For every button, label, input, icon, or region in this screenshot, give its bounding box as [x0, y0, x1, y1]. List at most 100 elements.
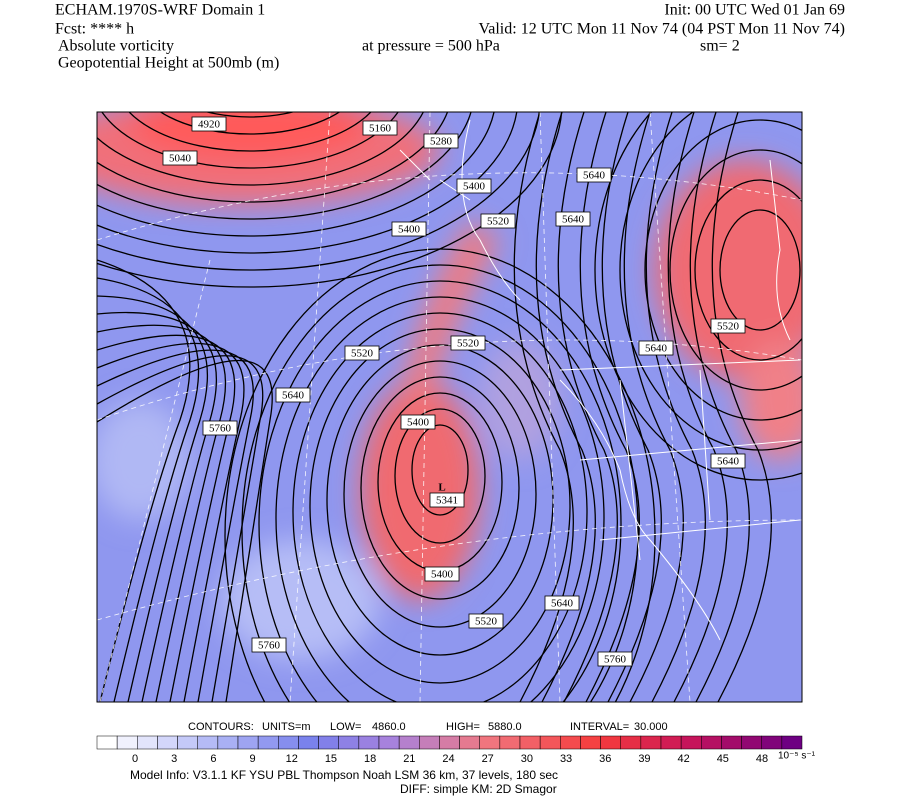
contour	[97, 259, 191, 702]
colorbar-tick-label: 6	[210, 753, 216, 765]
contour-label: 5640	[562, 214, 585, 226]
colorbar-swatch	[459, 735, 480, 750]
colorbar-swatch	[701, 735, 722, 750]
colorbar-swatch	[620, 735, 642, 750]
contour	[644, 119, 802, 421]
contour-label: 5400	[431, 569, 454, 581]
vorticity-shading	[97, 112, 802, 660]
colorbar-swatch	[580, 735, 601, 750]
low-box	[429, 492, 465, 508]
colorbar-swatch	[600, 735, 621, 750]
contour	[667, 112, 728, 702]
title: ECHAM.1970S-WRF Domain 1	[55, 2, 265, 19]
colorbar-swatch	[761, 735, 783, 750]
contour-label: 5640	[583, 170, 606, 182]
contour	[97, 324, 227, 702]
colorbar-swatch	[338, 735, 360, 750]
contour-label-box	[275, 387, 311, 403]
contour-label: 5640	[551, 598, 574, 610]
colorbar-swatch	[318, 735, 339, 750]
colorbar-swatch	[640, 735, 662, 750]
contour	[309, 328, 571, 684]
contour	[292, 312, 588, 702]
lat-lon-grid	[97, 112, 802, 702]
contour	[97, 112, 563, 288]
contour	[258, 280, 622, 702]
contour	[275, 296, 605, 702]
contour-label-box	[450, 335, 486, 351]
contour	[241, 264, 639, 702]
colorbar-tick-label: 27	[482, 753, 494, 765]
valid-time: Valid: 12 UTC Mon 11 Nov 74 (04 PST Mon …	[478, 21, 845, 38]
colorbar: 0 3 6 9 12 15 18 21 24 27 30 33 36 39 42 45 48 10⁻⁵ s⁻¹	[96, 735, 816, 765]
colorbar-swatch	[660, 735, 682, 750]
colorbar-swatch	[157, 735, 178, 750]
pressure-level: at pressure = 500 hPa	[362, 38, 500, 55]
field-name: Absolute vorticity	[58, 38, 174, 55]
colorbar-tick-label: 18	[364, 753, 376, 765]
contour	[97, 311, 218, 702]
contour-info-high-label: HIGH=	[446, 721, 480, 733]
contour	[97, 355, 264, 702]
colorbar-tick-label: 39	[638, 753, 650, 765]
contour	[623, 112, 684, 702]
contour	[343, 360, 537, 628]
colorbar-tick-label: 21	[403, 753, 415, 765]
contour-info-low: 4860.0	[372, 721, 406, 733]
contour-label-box	[710, 453, 746, 469]
contour-info: CONTOURS: UNITS=m LOW= 4860.0 HIGH= 5880.0 INT…	[188, 721, 668, 733]
contour-label: 4920	[198, 119, 221, 131]
contour	[689, 112, 750, 702]
contour-label-box	[423, 133, 459, 149]
colorbar-swatch	[781, 735, 803, 750]
colorbar-swatch	[197, 735, 219, 750]
colorbar-swatch	[539, 735, 561, 750]
contour-label: 5760	[258, 640, 281, 652]
contour-label: 5760	[209, 423, 232, 435]
contour-info-label: CONTOURS:	[188, 721, 254, 733]
contour-label: 5640	[717, 456, 740, 468]
colorbar-tick-label: 33	[560, 753, 572, 765]
diff-info: DIFF: simple KM: 2D Smagor	[400, 782, 557, 796]
colorbar-tick-label: 36	[599, 753, 611, 765]
contour	[619, 112, 802, 451]
contour-labels: 4920 5160 5040 5280 5400 5640 5520 5640 5400 5520…	[162, 116, 746, 667]
contour-label-box	[576, 167, 612, 183]
colorbar-tick-label: 45	[717, 753, 729, 765]
colorbar-swatch	[560, 735, 581, 750]
contour	[97, 342, 245, 702]
colorbar-swatch	[378, 735, 400, 750]
contour	[97, 334, 236, 702]
contour-label-box	[555, 211, 591, 227]
colorbar-swatch	[278, 735, 299, 750]
colorbar-swatch	[680, 735, 702, 750]
contour-label-box	[191, 116, 227, 132]
contour-label-box	[400, 414, 436, 430]
init-time: Init: 00 UTC Wed 01 Jan 69	[664, 2, 845, 19]
contour	[535, 112, 596, 702]
contour	[97, 295, 208, 702]
contour-label: 5280	[430, 136, 453, 148]
contour	[97, 112, 425, 186]
contour	[394, 408, 486, 544]
colorbar-tick-label: 9	[250, 753, 256, 765]
contour-label: 5160	[369, 123, 392, 135]
contour-label-box	[162, 150, 198, 166]
contour-info-interval: 30.000	[634, 721, 668, 733]
contour	[101, 112, 399, 169]
boundaries	[399, 119, 801, 641]
contour-label: 5520	[475, 616, 498, 628]
colorbar-tick-label: 0	[132, 753, 138, 765]
contour-info-high: 5880.0	[488, 721, 522, 733]
colorbar-tick-label: 12	[286, 753, 298, 765]
contour	[719, 209, 801, 331]
forecast-hour: Fcst: **** h	[55, 21, 134, 38]
contour-label-box	[251, 637, 287, 653]
contour-label: 5520	[457, 338, 480, 350]
colorbar-swatch	[499, 735, 521, 750]
model-info: Model Info: V3.1.1 KF YSU PBL Thompson N…	[130, 768, 558, 782]
contour	[669, 149, 802, 391]
contour-label-box	[544, 595, 580, 611]
